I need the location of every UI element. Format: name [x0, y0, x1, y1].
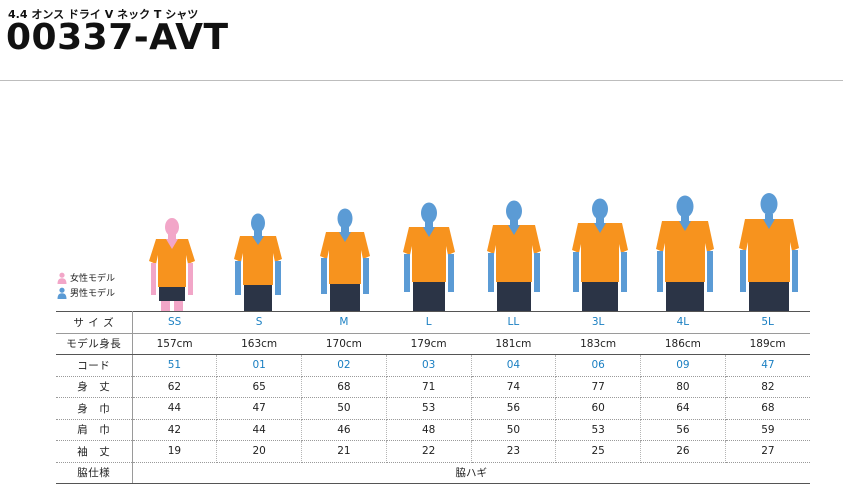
- table-cell: 22: [386, 440, 472, 463]
- male-model-icon: [57, 287, 67, 299]
- model-figure-ll: [486, 200, 542, 312]
- table-cell: 46: [301, 419, 387, 441]
- row-header-shoulder-width: 肩 巾: [56, 419, 133, 441]
- table-cell: 56: [471, 397, 557, 420]
- size-spec-table: サ イ ズ SS S M L LL 3L 4L 5L モデル身長 157cm 1…: [56, 311, 810, 484]
- table-cell: 47: [216, 397, 302, 420]
- table-cell: 06: [555, 354, 641, 377]
- table-cell: 77: [555, 376, 641, 398]
- table-cell: 47: [725, 354, 810, 377]
- table-row-size: サ イ ズ SS S M L LL 3L 4L 5L: [56, 311, 810, 334]
- table-cell: 44: [216, 419, 302, 441]
- table-cell: 68: [725, 397, 810, 420]
- size-cell: 3L: [555, 311, 641, 334]
- table-cell: 65: [216, 376, 302, 398]
- header-divider: [0, 80, 843, 81]
- table-cell: 02: [301, 354, 387, 377]
- table-cell: 163cm: [216, 333, 302, 355]
- table-row-body-width: 身 巾 44 47 50 53 56 60 64 68: [56, 397, 810, 420]
- table-cell: 82: [725, 376, 810, 398]
- model-figure-ss: [148, 217, 196, 312]
- table-cell: 26: [640, 440, 726, 463]
- table-cell: 48: [386, 419, 472, 441]
- table-cell: 181cm: [471, 333, 556, 355]
- size-cell: M: [301, 311, 387, 334]
- table-cell: 25: [555, 440, 641, 463]
- table-cell: 179cm: [386, 333, 471, 355]
- model-figure-m: [319, 208, 371, 312]
- table-cell: 53: [555, 419, 641, 441]
- model-figure-l: [402, 202, 456, 312]
- legend-female-label: 女性モデル: [70, 274, 116, 284]
- row-header-size: サ イ ズ: [56, 311, 133, 334]
- size-cell: L: [386, 311, 471, 334]
- model-figure-5l: [738, 192, 800, 312]
- legend-male-label: 男性モデル: [70, 289, 116, 299]
- table-cell: 19: [132, 440, 218, 463]
- table-cell: 50: [301, 397, 387, 420]
- size-cell: LL: [471, 311, 556, 334]
- row-header-model-height: モデル身長: [56, 333, 133, 355]
- table-cell: 80: [640, 376, 726, 398]
- size-cell: SS: [132, 311, 217, 334]
- size-cell: S: [216, 311, 302, 334]
- model-figures: [148, 192, 800, 312]
- table-cell: 68: [301, 376, 387, 398]
- table-cell: 23: [471, 440, 557, 463]
- table-cell: 04: [471, 354, 557, 377]
- table-cell: 03: [386, 354, 472, 377]
- row-header-side-spec: 脇仕様: [56, 462, 133, 484]
- size-cell: 4L: [640, 311, 726, 334]
- model-figure-4l: [655, 195, 715, 312]
- table-cell: 170cm: [301, 333, 387, 355]
- table-cell: 20: [216, 440, 302, 463]
- table-row-code: コード 51 01 02 03 04 06 09 47: [56, 354, 810, 377]
- table-cell: 64: [640, 397, 726, 420]
- table-row-model-height: モデル身長 157cm 163cm 170cm 179cm 181cm 183c…: [56, 333, 810, 355]
- table-cell: 51: [132, 354, 218, 377]
- table-cell: 42: [132, 419, 218, 441]
- table-cell: 62: [132, 376, 218, 398]
- table-cell: 157cm: [132, 333, 217, 355]
- model-figure-3l: [571, 198, 629, 312]
- table-cell: 01: [216, 354, 302, 377]
- legend-male: 男性モデル: [56, 285, 115, 300]
- table-cell: 56: [640, 419, 726, 441]
- row-header-body-length: 身 丈: [56, 376, 133, 398]
- table-cell: 09: [640, 354, 726, 377]
- table-cell: 53: [386, 397, 472, 420]
- table-cell: 27: [725, 440, 810, 463]
- table-cell: 186cm: [640, 333, 726, 355]
- side-spec-value: 脇ハギ: [132, 462, 810, 484]
- table-row-side-spec: 脇仕様 脇ハギ: [56, 462, 810, 484]
- table-cell: 59: [725, 419, 810, 441]
- table-cell: 183cm: [555, 333, 641, 355]
- table-cell: 60: [555, 397, 641, 420]
- female-model-icon: [57, 272, 67, 284]
- row-header-body-width: 身 巾: [56, 397, 133, 420]
- table-cell: 50: [471, 419, 557, 441]
- legend-female: 女性モデル: [56, 270, 115, 285]
- table-cell: 74: [471, 376, 557, 398]
- table-row-sleeve-length: 袖 丈 19 20 21 22 23 25 26 27: [56, 440, 810, 463]
- model-figure-s: [233, 213, 283, 312]
- row-header-sleeve-length: 袖 丈: [56, 440, 133, 463]
- model-legend: 女性モデル 男性モデル: [56, 270, 115, 300]
- table-cell: 71: [386, 376, 472, 398]
- size-cell: 5L: [725, 311, 810, 334]
- table-row-body-length: 身 丈 62 65 68 71 74 77 80 82: [56, 376, 810, 398]
- table-cell: 21: [301, 440, 387, 463]
- table-row-shoulder-width: 肩 巾 42 44 46 48 50 53 56 59: [56, 419, 810, 441]
- product-subtitle: 4.4 オンス ドライ V ネック T シャツ: [8, 8, 199, 21]
- table-cell: 189cm: [725, 333, 810, 355]
- row-header-code: コード: [56, 354, 133, 377]
- product-title: 00337-AVT: [6, 17, 229, 58]
- table-cell: 44: [132, 397, 218, 420]
